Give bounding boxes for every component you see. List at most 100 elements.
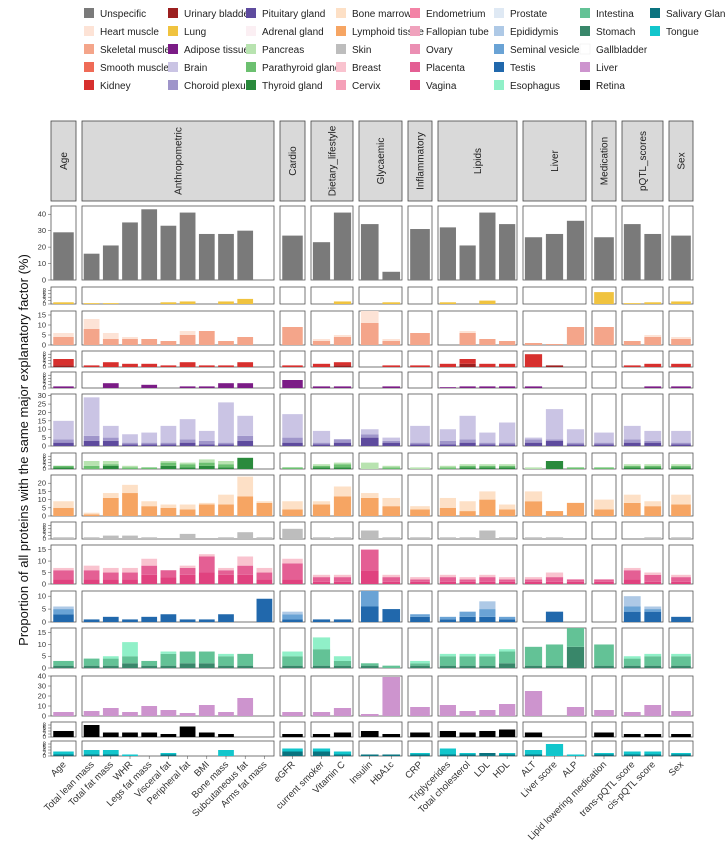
y-tick-label: 5 — [42, 568, 46, 577]
bar-parathyroid-gland-lipid-lowering-medication — [594, 467, 614, 469]
bar-breast-total-lean-mass — [83, 565, 100, 571]
bar-testis-liver-score — [545, 611, 564, 622]
bar-epididymis-trans-pqtl-score — [623, 596, 641, 607]
bar-pituitary-gland-triglycerides — [439, 444, 456, 446]
bar-breast-age — [53, 567, 74, 571]
bar-adipose-tissue-alt — [524, 386, 543, 388]
panel-lipids — [437, 310, 518, 346]
bar-intestina-age — [53, 660, 74, 666]
bar-lymphoid-tissue-hba1c — [382, 506, 401, 516]
bar-vagina-bone-mass — [218, 574, 234, 584]
bar-heart-muscle-sex — [671, 337, 691, 339]
bar-placenta-insulin — [360, 549, 379, 571]
bar-bone-marrow-age — [53, 501, 74, 508]
bar-parathyroid-gland-hba1c — [382, 467, 401, 469]
bar-adipose-tissue-egfr — [282, 380, 303, 388]
bar-testis-current-smoker — [312, 619, 331, 622]
bar-liver-trans-pqtl-score — [623, 712, 641, 716]
bar-unspecific-trans-pqtl-score — [623, 224, 641, 280]
panel-inflammatory — [407, 452, 433, 470]
bar-seminal-vesicle-triglycerides — [439, 616, 456, 620]
legend-item-pancreas-swatch — [246, 44, 256, 54]
bar-lung-cis-pqtl-score — [644, 302, 662, 304]
bar-pancreas-alt — [524, 467, 543, 469]
bar-adipose-tissue-subcutaneous-fat — [237, 383, 254, 388]
bar-liver-cis-pqtl-score — [644, 705, 662, 716]
bar-choroid-plexus-insulin — [360, 434, 379, 438]
bar-skin-cis-pqtl-score — [644, 537, 662, 539]
y-tick-label: 0 — [43, 365, 47, 371]
legend-item-lymphoid-tissue-label: Lymphoid tissue — [352, 27, 424, 38]
bar-tongue-current-smoker — [312, 748, 331, 752]
bar-intestina-bmi — [198, 651, 215, 664]
bar-vagina-whr — [122, 579, 138, 584]
panel-medication — [591, 544, 617, 585]
bar-choroid-plexus-total-lean-mass — [83, 435, 100, 441]
legend-item-salivary-gland-label: Salivary Gland — [666, 9, 725, 20]
legend-item-pituitary-gland-label: Pituitary gland — [262, 9, 325, 20]
bar-salivary-gland-crp — [410, 754, 430, 756]
legend-item-brain: Brain — [168, 62, 207, 74]
bar-lymphoid-tissue-total-fat-mass — [102, 497, 119, 516]
bar-vagina-hdl — [499, 581, 516, 584]
bar-pituitary-gland-hdl — [499, 444, 516, 446]
bar-placenta-whr — [122, 572, 138, 580]
bar-retina-triglycerides — [439, 731, 456, 737]
bar-breast-hdl — [499, 577, 516, 580]
bar-pituitary-gland-current-smoker — [312, 444, 331, 446]
bar-liver-triglycerides — [439, 705, 456, 716]
bar-vagina-total-cholesterol — [459, 581, 476, 584]
y-tick-label: 5 — [42, 503, 46, 512]
bar-liver-alp — [566, 707, 585, 716]
bar-parathyroid-gland-peripheral-fat — [179, 464, 196, 468]
bar-kidney-current-smoker — [312, 363, 331, 367]
bar-pituitary-gland-liver-score — [545, 440, 564, 446]
panel-liver — [522, 371, 587, 389]
facet-liver: Liver — [522, 120, 587, 202]
legend-item-salivary-gland-swatch — [650, 8, 660, 18]
bar-intestina-legs-fat-mass — [141, 660, 158, 666]
chart-legend: Unspecific Heart muscle Skeletal muscle Smo… — [84, 8, 725, 92]
legend-item-kidney-swatch — [84, 80, 94, 90]
bar-salivary-gland-lipid-lowering-medication — [594, 754, 614, 756]
bar-bone-marrow-vitamin-c — [333, 486, 352, 497]
bar-tongue-total-lean-mass — [83, 750, 100, 755]
bar-choroid-plexus-lipid-lowering-medication — [594, 442, 614, 445]
bar-retina-cis-pqtl-score — [644, 734, 662, 737]
bar-esophagus-trans-pqtl-score — [623, 656, 641, 659]
bar-kidney-bmi — [198, 365, 215, 367]
bar-salivary-gland-age — [53, 754, 74, 756]
bar-salivary-gland-current-smoker — [312, 751, 331, 756]
bar-skin-ldl — [479, 530, 496, 539]
facet-cardio: Cardio — [279, 120, 306, 202]
bar-bone-marrow-egfr — [282, 501, 303, 510]
bar-retina-visceral-fat — [160, 734, 177, 737]
bar-brain-hdl — [499, 422, 516, 443]
bar-placenta-crp — [410, 579, 430, 582]
legend-item-adipose-tissue: Adipose tissue — [168, 44, 249, 56]
panel-liver — [522, 521, 587, 540]
bar-placenta-bmi — [198, 556, 215, 573]
bar-pituitary-gland-insulin — [360, 437, 379, 446]
bar-placenta-age — [53, 570, 74, 580]
bar-skeletal-muscle-total-fat-mass — [102, 339, 119, 345]
y-tick-label: 5 — [42, 433, 46, 442]
bar-skin-peripheral-fat — [179, 533, 196, 539]
legend-item-lymphoid-tissue: Lymphoid tissue — [336, 26, 424, 38]
bar-pancreas-total-lean-mass — [83, 461, 100, 466]
bar-stomach-total-lean-mass — [83, 665, 100, 668]
bar-heart-muscle-cis-pqtl-score — [644, 335, 662, 337]
legend-item-cervix: Cervix — [336, 80, 380, 92]
panel-medication — [591, 590, 617, 623]
panel-inflammatory — [407, 286, 433, 305]
bar-breast-arms-fat-mass — [256, 567, 273, 573]
legend-item-lung-swatch — [168, 26, 178, 36]
y-tick-label: 0 — [42, 276, 46, 285]
bar-stomach-peripheral-fat — [179, 663, 196, 668]
bar-liver-total-lean-mass — [83, 711, 100, 716]
legend-item-intestina-label: Intestina — [596, 9, 634, 20]
legend-item-bone-marrow-label: Bone marrow — [352, 9, 412, 20]
bar-breast-liver-score — [545, 572, 564, 578]
